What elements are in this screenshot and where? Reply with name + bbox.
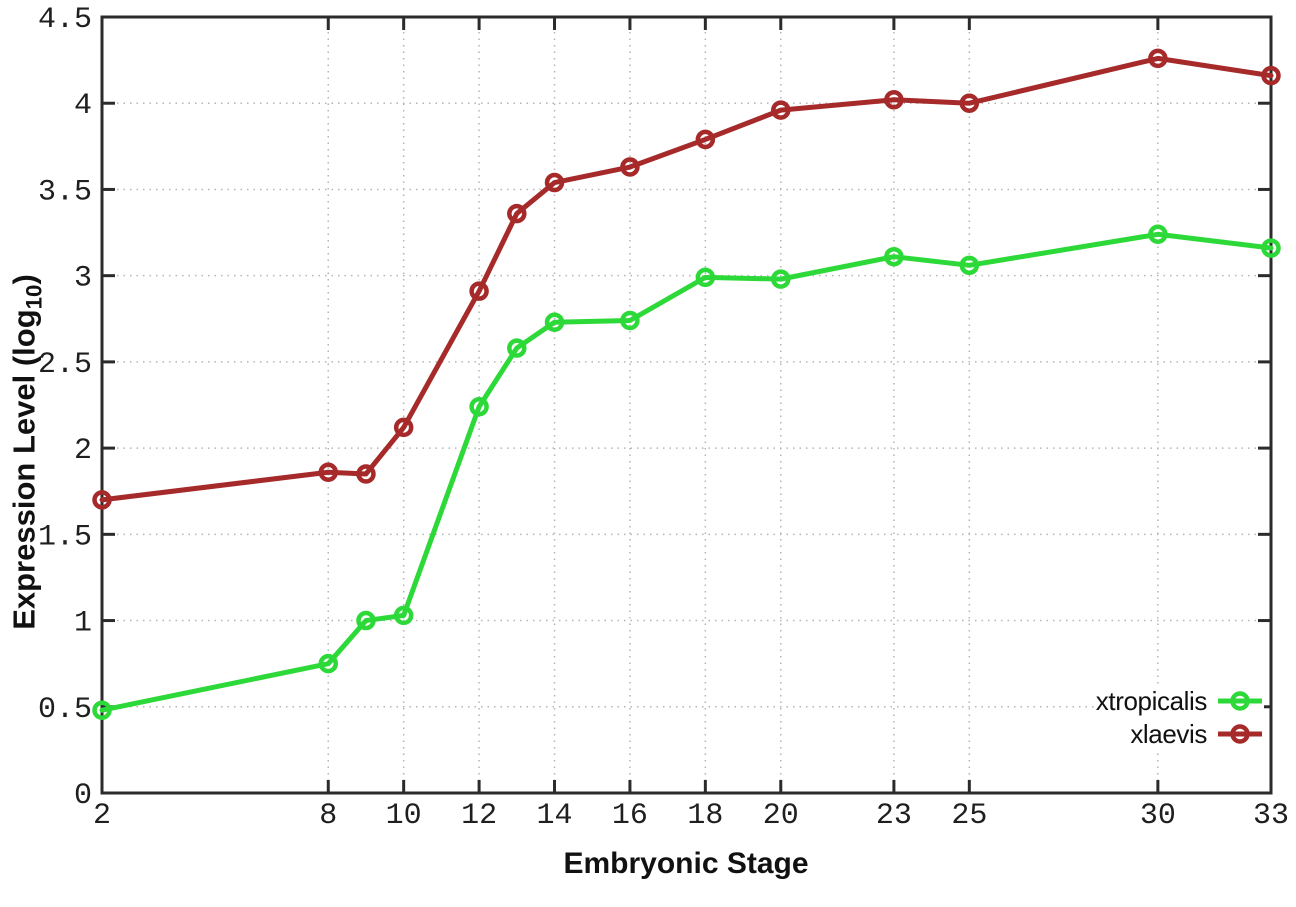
legend-label-xtropicalis: xtropicalis: [1095, 686, 1208, 716]
legend: xtropicalis xlaevis: [1095, 686, 1264, 749]
data-point-xtropicalis-12: [469, 396, 489, 417]
data-point-xlaevis-13: [507, 203, 527, 224]
data-point-xlaevis-10: [393, 417, 414, 438]
data-point-xlaevis-14: [544, 172, 565, 193]
plot-border: [100, 15, 1273, 795]
data-point-xtropicalis-18: [695, 267, 716, 288]
x-tick-label: 10: [386, 799, 422, 833]
x-tick-label: 25: [951, 799, 987, 833]
x-tick-label: 16: [612, 799, 648, 833]
data-point-xtropicalis-2: [92, 700, 112, 720]
data-point-xtropicalis-20: [771, 269, 791, 289]
y-tick-label: 3.5: [38, 175, 92, 209]
legend-marker-xtropicalis: [1218, 691, 1262, 711]
data-point-xlaevis-18: [695, 129, 716, 150]
data-point-xtropicalis-23: [884, 246, 904, 267]
data-point-xlaevis-12: [469, 281, 489, 301]
y-tick-label: 3: [74, 262, 92, 296]
y-tick-label: 2.5: [38, 348, 92, 382]
data-point-xlaevis-9: [356, 464, 376, 484]
y-axis-label: Expression Level (log10): [6, 274, 47, 630]
series-line-xtropicalis: [99, 231, 1274, 713]
y-axis-label-subscript: 10: [21, 284, 47, 310]
data-point-xtropicalis-8: [318, 653, 339, 674]
legend-marker-xlaevis: [1218, 724, 1262, 744]
legend-circle-sample: [1230, 724, 1250, 744]
data-point-xlaevis-23: [884, 90, 904, 110]
x-tick-label: 18: [687, 799, 723, 833]
y-tick-label: 0.5: [38, 693, 92, 727]
x-tick-label: 8: [319, 799, 337, 833]
x-tick-label: 23: [876, 799, 912, 833]
y-tick-label: 1: [74, 607, 92, 641]
y-axis-label-text: Expression Level (log: [6, 309, 42, 630]
legend-circle-sample: [1230, 691, 1250, 711]
data-point-xtropicalis-9: [356, 610, 376, 631]
x-axis-label: Embryonic Stage: [563, 847, 809, 880]
x-tick-label: 33: [1253, 799, 1289, 833]
legend-item-xtropicalis: xtropicalis: [1095, 686, 1264, 716]
y-tick-label: 0: [74, 779, 92, 813]
data-point-xtropicalis-16: [620, 310, 640, 331]
x-tick-label: 14: [537, 799, 573, 833]
x-tick-label: 20: [763, 799, 799, 833]
data-point-xlaevis-33: [1261, 65, 1281, 86]
series-line-xlaevis: [99, 55, 1274, 503]
data-point-xtropicalis-30: [1148, 224, 1168, 245]
legend-label-xlaevis: xlaevis: [1130, 719, 1207, 749]
data-point-xtropicalis-25: [959, 255, 980, 276]
data-point-xlaevis-30: [1148, 48, 1168, 69]
x-tick-label: 2: [93, 799, 111, 833]
y-tick-label: 4: [74, 89, 92, 123]
data-point-xlaevis-20: [771, 100, 791, 120]
data-point-xlaevis-25: [959, 93, 980, 113]
data-point-xtropicalis-13: [507, 338, 527, 358]
data-point-xtropicalis-10: [393, 605, 414, 626]
data-point-xtropicalis-14: [544, 312, 565, 332]
legend-item-xlaevis: xlaevis: [1130, 719, 1264, 749]
y-tick-label: 4.5: [38, 3, 92, 37]
data-point-xtropicalis-33: [1261, 238, 1281, 258]
data-point-xlaevis-8: [318, 462, 339, 483]
x-tick-label: 12: [461, 799, 497, 833]
data-point-xlaevis-2: [92, 490, 112, 510]
x-tick-label: 30: [1140, 799, 1176, 833]
y-tick-label: 2: [74, 434, 92, 468]
data-point-xlaevis-16: [620, 157, 640, 177]
y-axis-label-close: ): [6, 274, 42, 285]
y-tick-label: 1.5: [38, 520, 92, 554]
